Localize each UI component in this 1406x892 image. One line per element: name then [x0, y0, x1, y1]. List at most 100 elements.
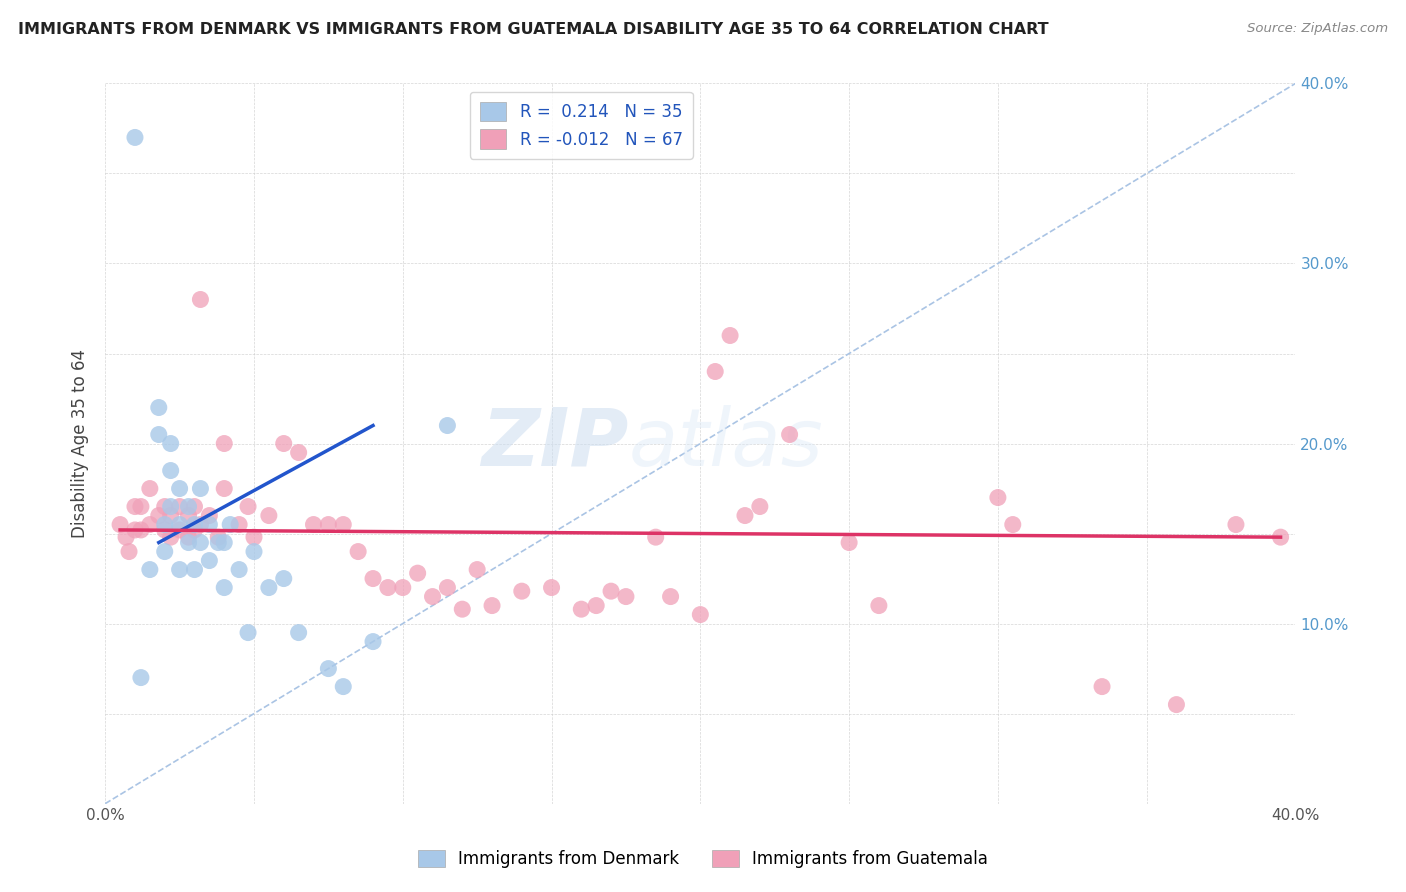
Point	[302, 517, 325, 532]
Text: atlas: atlas	[628, 405, 824, 483]
Point	[287, 445, 309, 459]
Point	[273, 572, 295, 586]
Point	[361, 572, 384, 586]
Point	[644, 530, 666, 544]
Point	[257, 508, 280, 523]
Point	[585, 599, 607, 613]
Point	[287, 625, 309, 640]
Point	[377, 581, 399, 595]
Point	[422, 590, 444, 604]
Point	[159, 530, 181, 544]
Point	[129, 523, 152, 537]
Point	[169, 523, 191, 537]
Point	[177, 535, 200, 549]
Point	[169, 482, 191, 496]
Point	[659, 590, 682, 604]
Point	[183, 563, 205, 577]
Point	[153, 523, 176, 537]
Point	[129, 671, 152, 685]
Point	[207, 530, 229, 544]
Point	[212, 436, 235, 450]
Point	[451, 602, 474, 616]
Point	[159, 500, 181, 514]
Point	[169, 563, 191, 577]
Point	[183, 500, 205, 514]
Point	[207, 535, 229, 549]
Point	[183, 517, 205, 532]
Point	[1166, 698, 1188, 712]
Point	[198, 508, 221, 523]
Point	[228, 563, 250, 577]
Point	[600, 584, 623, 599]
Point	[183, 523, 205, 537]
Point	[243, 544, 266, 558]
Point	[124, 500, 146, 514]
Point	[347, 544, 370, 558]
Point	[689, 607, 711, 622]
Point	[1091, 680, 1114, 694]
Point	[115, 530, 138, 544]
Point	[436, 581, 458, 595]
Point	[243, 530, 266, 544]
Point	[465, 563, 488, 577]
Point	[153, 544, 176, 558]
Point	[177, 530, 200, 544]
Point	[148, 508, 170, 523]
Point	[569, 602, 592, 616]
Text: ZIP: ZIP	[481, 405, 628, 483]
Point	[219, 517, 242, 532]
Text: Source: ZipAtlas.com: Source: ZipAtlas.com	[1247, 22, 1388, 36]
Point	[212, 535, 235, 549]
Point	[1270, 530, 1292, 544]
Point	[987, 491, 1010, 505]
Point	[718, 328, 741, 343]
Point	[190, 482, 212, 496]
Point	[159, 508, 181, 523]
Point	[361, 634, 384, 648]
Point	[704, 364, 727, 378]
Point	[540, 581, 562, 595]
Point	[198, 517, 221, 532]
Point	[236, 500, 259, 514]
Point	[177, 508, 200, 523]
Text: IMMIGRANTS FROM DENMARK VS IMMIGRANTS FROM GUATEMALA DISABILITY AGE 35 TO 64 COR: IMMIGRANTS FROM DENMARK VS IMMIGRANTS FR…	[18, 22, 1049, 37]
Point	[139, 517, 162, 532]
Legend: R =  0.214   N = 35, R = -0.012   N = 67: R = 0.214 N = 35, R = -0.012 N = 67	[470, 92, 693, 159]
Point	[139, 563, 162, 577]
Point	[139, 482, 162, 496]
Point	[153, 517, 176, 532]
Point	[198, 553, 221, 567]
Point	[406, 566, 429, 581]
Point	[748, 500, 770, 514]
Point	[868, 599, 890, 613]
Point	[124, 523, 146, 537]
Point	[212, 581, 235, 595]
Point	[159, 464, 181, 478]
Point	[318, 517, 340, 532]
Point	[153, 500, 176, 514]
Point	[391, 581, 413, 595]
Point	[169, 500, 191, 514]
Point	[734, 508, 756, 523]
Point	[257, 581, 280, 595]
Point	[118, 544, 141, 558]
Point	[1225, 517, 1247, 532]
Point	[1001, 517, 1024, 532]
Point	[614, 590, 637, 604]
Point	[159, 436, 181, 450]
Point	[436, 418, 458, 433]
Point	[108, 517, 131, 532]
Point	[236, 625, 259, 640]
Point	[190, 517, 212, 532]
Point	[148, 401, 170, 415]
Point	[124, 130, 146, 145]
Point	[838, 535, 860, 549]
Point	[332, 680, 354, 694]
Point	[190, 535, 212, 549]
Point	[332, 517, 354, 532]
Point	[190, 293, 212, 307]
Point	[273, 436, 295, 450]
Point	[129, 500, 152, 514]
Point	[212, 482, 235, 496]
Point	[510, 584, 533, 599]
